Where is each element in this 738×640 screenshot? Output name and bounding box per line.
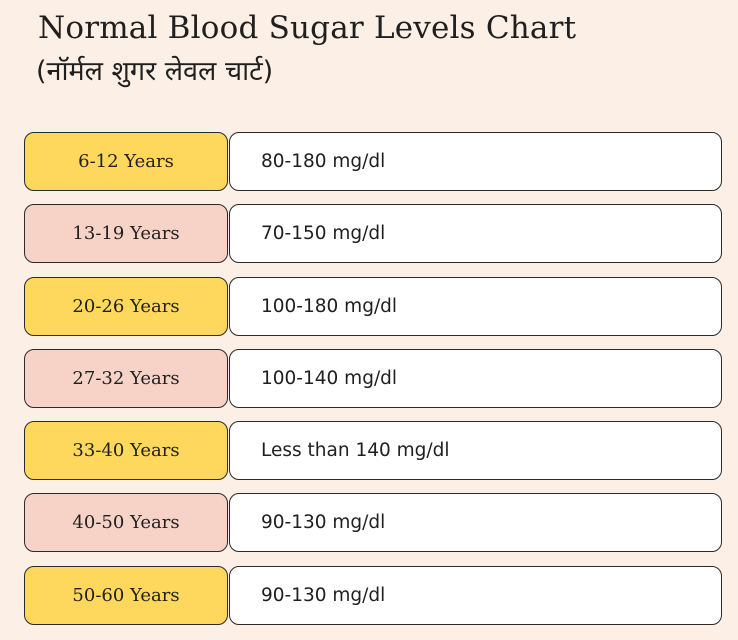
sugar-level-cell: 80-180 mg/dl xyxy=(229,132,722,191)
sugar-level-cell: 90-130 mg/dl xyxy=(229,493,722,553)
table-row: 20-26 Years 100-180 mg/dl xyxy=(24,276,722,336)
age-range-cell: 20-26 Years xyxy=(24,276,228,336)
sugar-level-cell: Less than 140 mg/dl xyxy=(229,421,722,481)
blood-sugar-table: 6-12 Years 80-180 mg/dl 13-19 Years 70-1… xyxy=(24,132,722,638)
table-row: 50-60 Years 90-130 mg/dl xyxy=(24,565,722,625)
age-range-cell: 40-50 Years xyxy=(24,493,228,553)
age-range-cell: 13-19 Years xyxy=(24,204,228,264)
table-row: 27-32 Years 100-140 mg/dl xyxy=(24,348,722,408)
age-range-cell: 33-40 Years xyxy=(24,421,228,481)
table-row: 13-19 Years 70-150 mg/dl xyxy=(24,204,722,264)
sugar-level-cell: 100-140 mg/dl xyxy=(229,348,722,408)
sugar-level-cell: 100-180 mg/dl xyxy=(229,276,722,336)
page-subtitle: (नॉर्मल शुगर लेवल चार्ट) xyxy=(36,56,274,87)
age-range-cell: 27-32 Years xyxy=(24,348,228,408)
sugar-level-cell: 90-130 mg/dl xyxy=(229,565,722,625)
table-row: 40-50 Years 90-130 mg/dl xyxy=(24,493,722,553)
table-row: 6-12 Years 80-180 mg/dl xyxy=(24,132,722,191)
age-range-cell: 6-12 Years xyxy=(24,132,228,191)
sugar-level-cell: 70-150 mg/dl xyxy=(229,204,722,264)
table-row: 33-40 Years Less than 140 mg/dl xyxy=(24,421,722,481)
age-range-cell: 50-60 Years xyxy=(24,565,228,625)
page-title: Normal Blood Sugar Levels Chart xyxy=(38,10,577,46)
